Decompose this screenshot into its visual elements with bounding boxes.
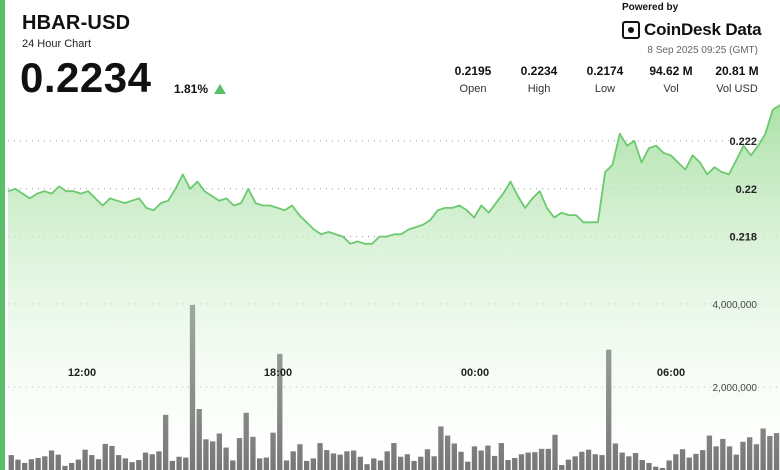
stat-label: High	[527, 83, 551, 95]
brand-logo: CoinDesk Data	[622, 20, 762, 40]
stat-label: Vol	[663, 83, 679, 95]
volume-tick-label: 2,000,000	[713, 383, 758, 394]
ticker-symbol: HBAR-USD	[22, 12, 131, 34]
timestamp: 8 Sep 2025 09:25 (GMT)	[647, 45, 758, 56]
price-change: 1.81%	[174, 82, 209, 96]
current-price: 0.2234	[20, 54, 152, 101]
stat-value: 0.2234	[520, 64, 558, 78]
stat-value: 0.2174	[586, 64, 624, 78]
stat-vol: 94.62 M Vol	[638, 64, 704, 95]
stat-high: 0.2234 High	[506, 64, 572, 95]
chart-subtitle: 24 Hour Chart	[22, 38, 92, 50]
price-tick-label: 0.218	[729, 232, 757, 244]
stats-row: 0.2195 Open 0.2234 High 0.2174 Low 94.62…	[440, 64, 770, 95]
price-area	[8, 105, 780, 470]
volume-tick-label: 4,000,000	[713, 300, 758, 311]
stat-low: 0.2174 Low	[572, 64, 638, 95]
price-line	[7, 104, 780, 245]
powered-by-label: Powered by	[622, 2, 679, 13]
accent-bar	[0, 0, 5, 470]
coindesk-logo-icon	[622, 21, 640, 39]
price-area-layer	[7, 104, 780, 470]
stat-label: Low	[594, 83, 616, 95]
price-tick-label: 0.222	[729, 136, 757, 148]
time-tick-label: 00:00	[461, 367, 489, 379]
stat-open: 0.2195 Open	[440, 64, 506, 95]
axis-layer: 0.218 0.22 0.222 2,000,000 4,000,000 12:00 18:…	[68, 136, 757, 394]
stat-value: 0.2195	[454, 64, 492, 78]
time-tick-label: 12:00	[68, 367, 96, 379]
stat-value: 20.81 M	[715, 64, 759, 78]
stat-label: Open	[459, 83, 487, 95]
price-tick-label: 0.22	[736, 184, 757, 196]
time-tick-label: 06:00	[657, 367, 685, 379]
time-tick-label: 18:00	[264, 367, 292, 379]
stat-value: 94.62 M	[649, 64, 693, 78]
up-arrow-icon	[214, 84, 226, 94]
stat-vol-usd: 20.81 M Vol USD	[704, 64, 770, 95]
stat-label: Vol USD	[716, 83, 758, 95]
brand-name: CoinDesk Data	[644, 20, 762, 39]
